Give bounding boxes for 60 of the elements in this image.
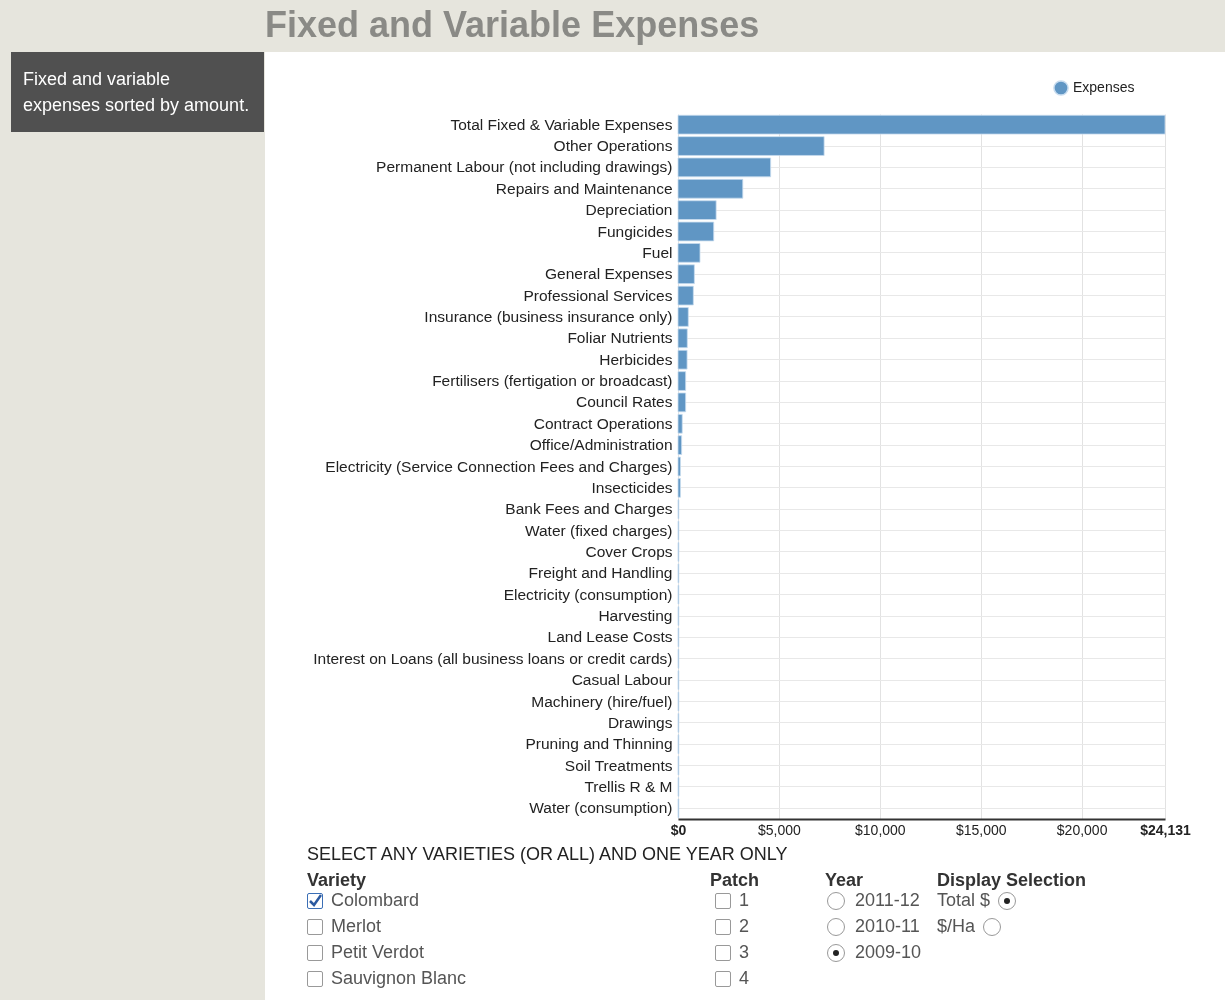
chart-title: Fixed and Variable Expenses <box>265 4 760 46</box>
y-tick-label: Bank Fees and Charges <box>505 500 673 518</box>
text: Fixed and variable expenses sorted by amount. <box>11 52 264 132</box>
y-tick-label: Professional Services <box>523 286 673 304</box>
text: 4 <box>738 968 750 989</box>
text: Petit Verdot <box>330 942 425 963</box>
text: 2 <box>738 916 750 937</box>
y-tick-label: General Expenses <box>544 265 673 283</box>
text: 2009-10 <box>854 942 922 963</box>
y-tick-label: Depreciation <box>585 201 673 219</box>
y-tick-label: Foliar Nutrients <box>567 329 673 347</box>
y-tick-label: Electricity (Service Connection Fees and Charges) <box>325 457 673 475</box>
y-tick-label: Water (consumption) <box>529 799 673 817</box>
text: $/Ha <box>937 916 977 937</box>
y-tick-label: Land Lease Costs <box>547 628 673 646</box>
text: 2010-11 <box>854 916 920 937</box>
y-tick-label: Interest on Loans (all business loans or credit cards) <box>313 649 673 667</box>
text: 1 <box>738 890 750 911</box>
y-tick-label: Repairs and Maintenance <box>495 179 673 197</box>
y-tick-label: Fuel <box>642 243 673 261</box>
y-tick-label: Insurance (business insurance only) <box>424 307 673 325</box>
text: Patch <box>710 870 760 891</box>
y-tick-label: Pruning and Thinning <box>525 735 673 753</box>
text: Merlot <box>330 916 382 937</box>
x-tick-label: $20,000 <box>1056 821 1108 838</box>
y-tick-label: Drawings <box>607 713 673 731</box>
y-tick-label: Other Operations <box>553 137 673 155</box>
y-tick-label: Fungicides <box>597 222 673 240</box>
y-tick-label: Harvesting <box>598 607 673 625</box>
text: Total $ <box>937 890 992 911</box>
y-tick-label: Total Fixed & Variable Expenses <box>450 115 673 133</box>
y-tick-label: Casual Labour <box>571 671 673 689</box>
y-tick-label: Freight and Handling <box>528 564 673 582</box>
y-tick-label: Cover Crops <box>585 542 673 560</box>
text: Colombard <box>330 890 420 911</box>
text: Variety <box>307 870 367 891</box>
x-tick-label: $5,000 <box>757 821 802 838</box>
y-tick-label: Council Rates <box>576 393 673 411</box>
text: 2011-12 <box>854 890 920 911</box>
y-tick-label: Electricity (consumption) <box>503 585 673 603</box>
y-tick-label: Trellis R & M <box>584 777 673 795</box>
y-tick-label: Herbicides <box>599 350 673 368</box>
x-tick-label: $10,000 <box>855 821 906 838</box>
y-tick-label: Office/Administration <box>529 436 673 454</box>
x-tick-label: $15,000 <box>955 821 1007 838</box>
text: 3 <box>738 942 750 963</box>
x-tick-label: $0 <box>670 821 687 838</box>
x-tick-label: $24,131 <box>1140 821 1192 838</box>
y-tick-label: Contract Operations <box>533 414 673 432</box>
y-tick-label: Permanent Labour (not including drawings) <box>376 158 673 176</box>
y-tick-label: Water (fixed charges) <box>524 521 673 539</box>
y-tick-label: Machinery (hire/fuel) <box>531 692 673 710</box>
y-tick-label: Fertilisers (fertigation or broadcast) <box>432 372 673 390</box>
y-tick-label: Insecticides <box>591 478 673 496</box>
text: SELECT ANY VARIETIES (OR ALL) AND ONE YEAR ONLY <box>307 844 788 865</box>
legend-label: Expenses <box>1073 79 1135 95</box>
y-tick-label: Soil Treatments <box>564 756 673 774</box>
text: Sauvignon Blanc <box>330 968 467 989</box>
text: Display Selection <box>937 870 1087 891</box>
text: Year <box>825 870 864 891</box>
